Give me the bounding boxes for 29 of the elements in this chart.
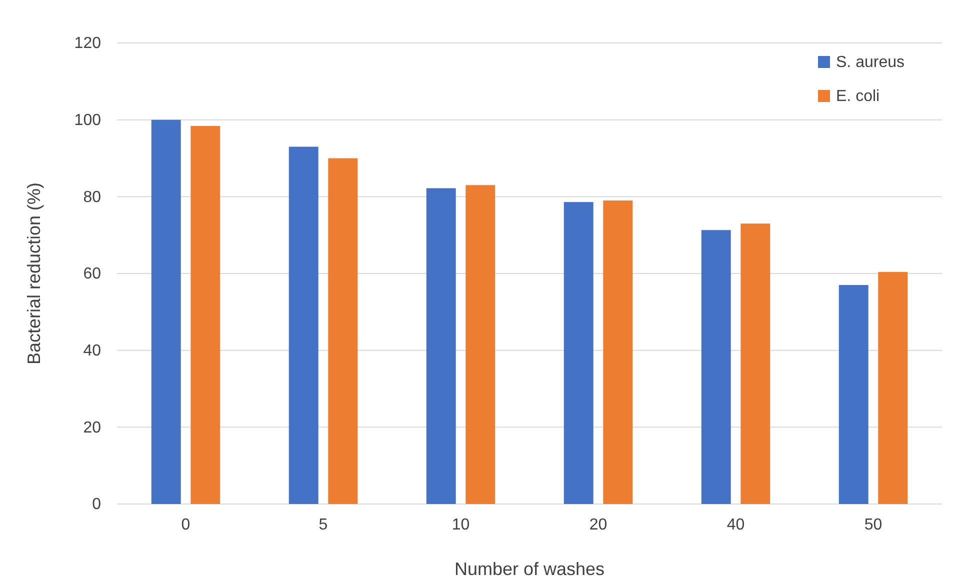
bar (701, 230, 731, 504)
x-tick-label: 50 (864, 516, 882, 534)
y-tick-label: 20 (83, 419, 102, 436)
x-axis-title: Number of washes (454, 559, 605, 579)
x-tick-label: 5 (318, 516, 328, 534)
y-tick-label: 100 (74, 112, 102, 129)
bar (151, 120, 181, 504)
x-tick-label: 10 (452, 516, 470, 534)
x-tick-label: 0 (181, 516, 190, 534)
y-tick-label: 120 (74, 35, 102, 52)
bar (426, 188, 456, 504)
bar (564, 202, 594, 504)
bar (190, 126, 220, 504)
bar (603, 200, 633, 504)
legend-label: S. aureus (836, 54, 904, 71)
y-tick-label: 80 (83, 188, 102, 206)
bar (878, 272, 908, 504)
bar (328, 158, 358, 504)
legend-label: E. coli (836, 88, 880, 105)
y-tick-label: 40 (83, 342, 102, 360)
y-axis-title: Bacterial reduction (%) (24, 182, 44, 365)
bar (466, 185, 496, 504)
x-tick-label: 40 (726, 516, 745, 534)
y-tick-label: 60 (83, 266, 102, 283)
bar (288, 146, 318, 504)
y-tick-label: 0 (92, 496, 102, 514)
bar (740, 224, 770, 504)
x-tick-label: 20 (589, 516, 608, 534)
bar (838, 285, 868, 504)
